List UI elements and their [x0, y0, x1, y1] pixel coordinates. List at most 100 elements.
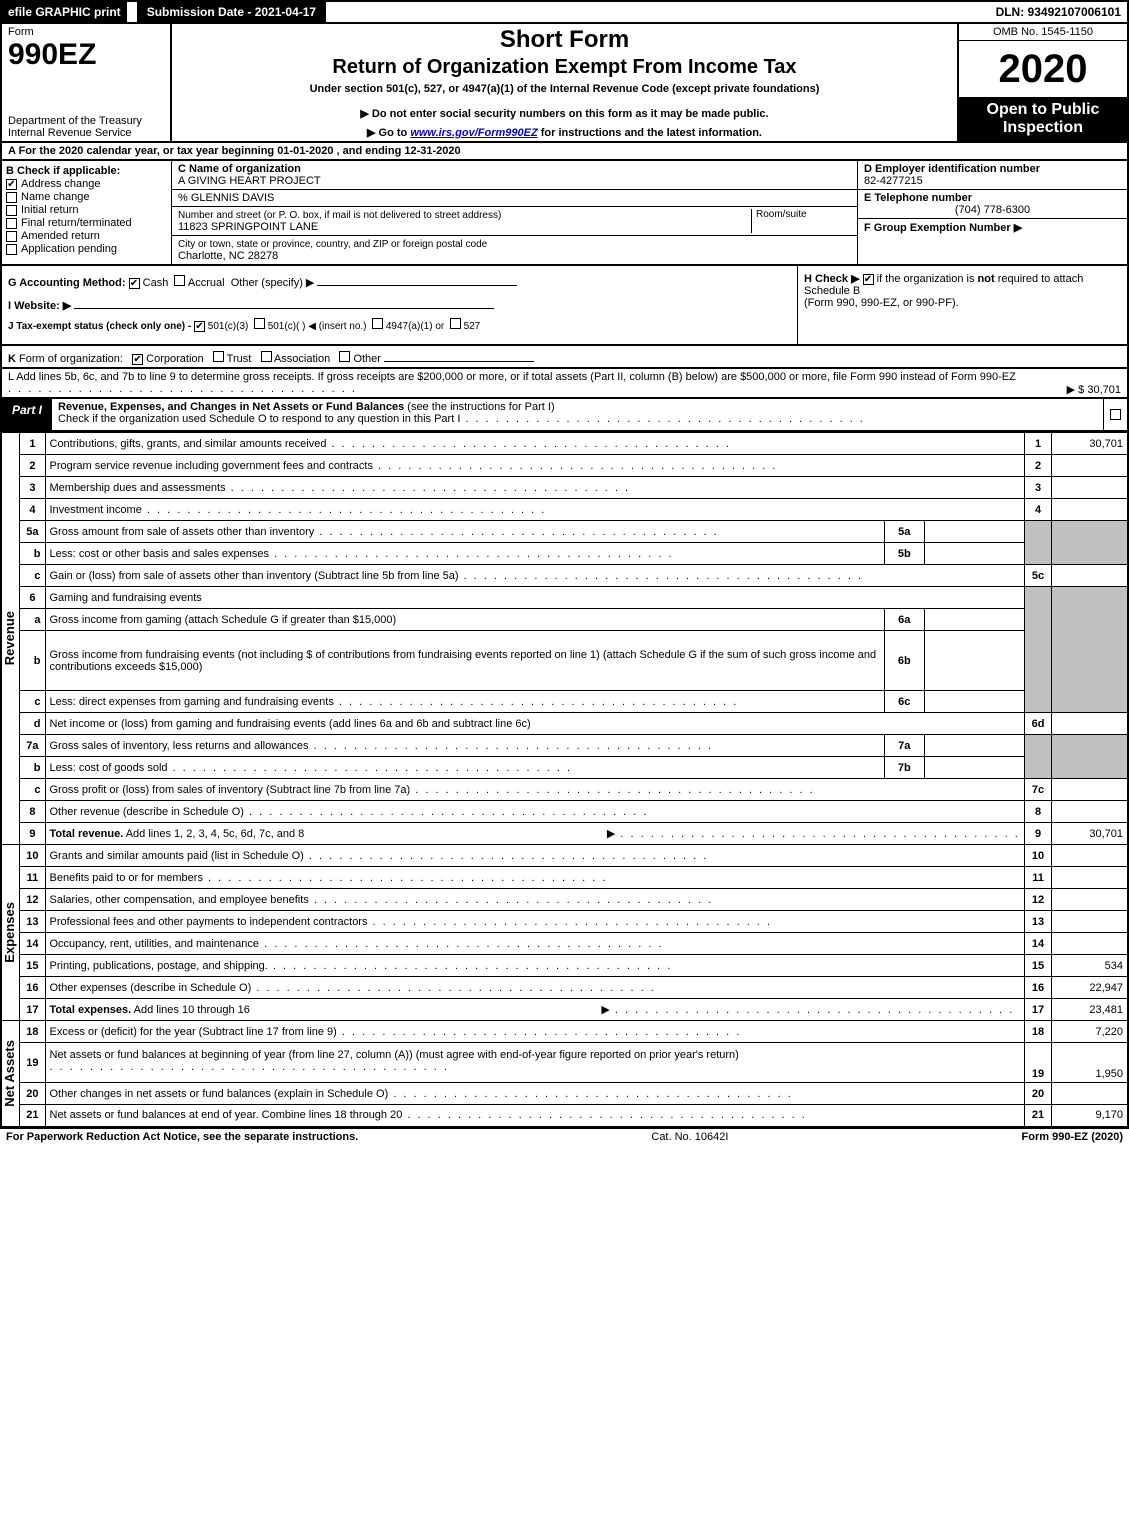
street-label: Number and street (or P. O. box, if mail…: [178, 210, 501, 221]
part-1-title: Revenue, Expenses, and Changes in Net As…: [52, 399, 1103, 430]
footer-form-ref: Form 990-EZ (2020): [1022, 1131, 1124, 1143]
section-b-header: B Check if applicable:: [6, 165, 167, 177]
website-field[interactable]: [74, 295, 494, 309]
city-label: City or town, state or province, country…: [178, 239, 487, 250]
line-9-total-revenue: 30,701: [1052, 823, 1128, 845]
expenses-side-label: Expenses: [1, 845, 20, 1021]
line-17-total-expenses: 23,481: [1052, 999, 1128, 1021]
ssn-notice: ▶ Do not enter social security numbers o…: [178, 107, 951, 120]
k-corp-checkbox[interactable]: [132, 354, 143, 365]
under-section: Under section 501(c), 527, or 4947(a)(1)…: [178, 83, 951, 95]
cash-checkbox[interactable]: [129, 278, 140, 289]
dept-label: Department of the Treasury: [8, 115, 164, 127]
checkbox-icon[interactable]: [6, 179, 17, 190]
section-b-item[interactable]: Address change: [6, 178, 167, 190]
row-g-h-i-j: G Accounting Method: Cash Accrual Other …: [0, 266, 1129, 346]
ein-label: D Employer identification number: [864, 163, 1040, 175]
line-19-value: 1,950: [1052, 1043, 1128, 1083]
care-of: % GLENNIS DAVIS: [178, 192, 274, 204]
accrual-checkbox[interactable]: [174, 275, 185, 286]
part-1-header: Part I Revenue, Expenses, and Changes in…: [0, 399, 1129, 432]
line-21-value: 9,170: [1052, 1105, 1128, 1127]
section-b-item[interactable]: Amended return: [6, 230, 167, 242]
irs-label: Internal Revenue Service: [8, 127, 164, 139]
section-b-item-label: Final return/terminated: [21, 217, 132, 229]
checkbox-icon[interactable]: [6, 244, 17, 255]
j-4947-checkbox[interactable]: [372, 318, 383, 329]
section-d-e-f: D Employer identification number 82-4277…: [857, 161, 1127, 264]
h-checkbox[interactable]: [863, 274, 874, 285]
line-18-value: 7,220: [1052, 1021, 1128, 1043]
page-footer: For Paperwork Reduction Act Notice, see …: [0, 1128, 1129, 1145]
section-b-item[interactable]: Application pending: [6, 243, 167, 255]
k-other-field[interactable]: [384, 348, 534, 362]
row-g-left: G Accounting Method: Cash Accrual Other …: [2, 266, 797, 344]
gross-receipts-amount: ▶ $ 30,701: [1067, 383, 1121, 396]
k-trust-checkbox[interactable]: [213, 351, 224, 362]
goto-line: ▶ Go to www.irs.gov/Form990EZ for instru…: [178, 126, 951, 139]
line-1-desc: Contributions, gifts, grants, and simila…: [45, 433, 1024, 455]
part-1-label: Part I: [2, 399, 52, 430]
other-specify-field[interactable]: [317, 272, 517, 286]
submission-date-label: Submission Date - 2021-04-17: [135, 2, 328, 22]
form-word: Form: [8, 26, 164, 38]
j-527-checkbox[interactable]: [450, 318, 461, 329]
k-other-checkbox[interactable]: [339, 351, 350, 362]
section-b-item[interactable]: Final return/terminated: [6, 217, 167, 229]
revenue-side-label: Revenue: [1, 433, 20, 845]
org-name: A GIVING HEART PROJECT: [178, 175, 321, 187]
checkbox-icon[interactable]: [6, 218, 17, 229]
header-middle: Short Form Return of Organization Exempt…: [172, 24, 957, 141]
checkbox-icon[interactable]: [6, 205, 17, 216]
city-state-zip: Charlotte, NC 28278: [178, 250, 278, 262]
k-assoc-checkbox[interactable]: [261, 351, 272, 362]
header-right: OMB No. 1545-1150 2020 Open to Public In…: [957, 24, 1127, 141]
part-1-schedule-o-checkbox[interactable]: [1103, 399, 1127, 430]
irs-link[interactable]: www.irs.gov/Form990EZ: [410, 127, 537, 139]
tel-label: E Telephone number: [864, 192, 972, 204]
short-form-title: Short Form: [178, 26, 951, 54]
checkbox-icon[interactable]: [6, 231, 17, 242]
efile-print-label[interactable]: efile GRAPHIC print: [2, 2, 127, 22]
form-number: 990EZ: [8, 38, 164, 72]
open-to-public: Open to Public Inspection: [959, 97, 1127, 141]
net-assets-side-label: Net Assets: [1, 1021, 20, 1127]
form-header: Form 990EZ Department of the Treasury In…: [0, 24, 1129, 143]
j-501c-checkbox[interactable]: [254, 318, 265, 329]
org-info-grid: B Check if applicable: Address changeNam…: [0, 161, 1129, 266]
c-name-label: C Name of organization: [178, 163, 301, 175]
checkbox-icon[interactable]: [6, 192, 17, 203]
line-15-value: 534: [1052, 955, 1128, 977]
group-exemption-label: F Group Exemption Number ▶: [864, 222, 1022, 234]
section-b-checks: B Check if applicable: Address changeNam…: [2, 161, 172, 264]
footer-cat-no: Cat. No. 10642I: [651, 1131, 728, 1143]
section-b-item-label: Amended return: [21, 230, 100, 242]
row-k-org-form: K Form of organization: Corporation Trus…: [0, 346, 1129, 369]
section-b-item-label: Address change: [21, 178, 101, 190]
part-1-table: Revenue 1 Contributions, gifts, grants, …: [0, 432, 1129, 1128]
i-website-label: I Website: ▶: [8, 300, 71, 312]
row-l-gross-receipts: L Add lines 5b, 6c, and 7b to line 9 to …: [0, 369, 1129, 399]
section-b-item-label: Initial return: [21, 204, 78, 216]
g-label: G Accounting Method:: [8, 277, 126, 289]
j-label: J Tax-exempt status (check only one) -: [8, 321, 191, 332]
omb-number: OMB No. 1545-1150: [959, 24, 1127, 41]
dln-label: DLN: 93492107006101: [990, 3, 1127, 21]
ein-value: 82-4277215: [864, 175, 923, 187]
line-16-value: 22,947: [1052, 977, 1128, 999]
line-1-value: 30,701: [1052, 433, 1128, 455]
section-b-item[interactable]: Name change: [6, 191, 167, 203]
top-bar: efile GRAPHIC print Submission Date - 20…: [0, 0, 1129, 24]
tel-value: (704) 778-6300: [864, 204, 1121, 216]
return-title: Return of Organization Exempt From Incom…: [178, 56, 951, 79]
tax-year: 2020: [959, 41, 1127, 97]
footer-left: For Paperwork Reduction Act Notice, see …: [6, 1131, 358, 1143]
section-c-org: C Name of organization A GIVING HEART PR…: [172, 161, 857, 264]
street-address: 11823 SPRINGPOINT LANE: [178, 221, 318, 233]
section-b-item[interactable]: Initial return: [6, 204, 167, 216]
j-501c3-checkbox[interactable]: [194, 321, 205, 332]
room-suite-label: Room/suite: [751, 209, 851, 233]
row-h-section: H Check ▶ if the organization is not req…: [797, 266, 1127, 344]
row-a-tax-year: A For the 2020 calendar year, or tax yea…: [0, 143, 1129, 161]
header-left: Form 990EZ Department of the Treasury In…: [2, 24, 172, 141]
